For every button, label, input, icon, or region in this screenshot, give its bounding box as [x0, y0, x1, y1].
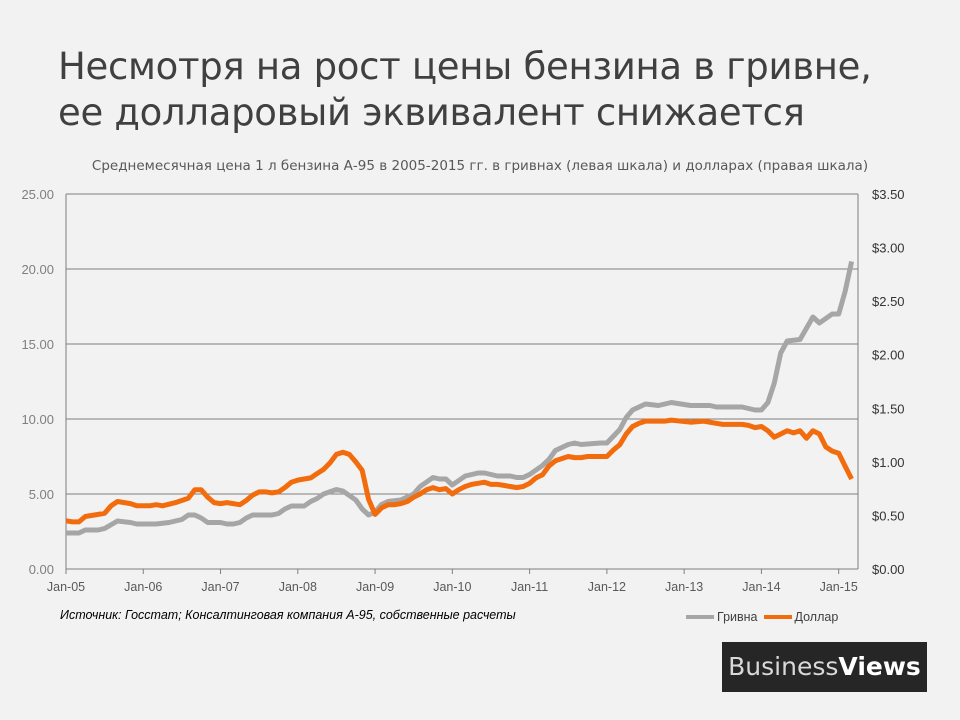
x-tick-label: Jan-08 — [279, 580, 317, 594]
chart-title-line2: ее долларовый эквивалент снижается — [58, 91, 805, 134]
x-tick-label: Jan-09 — [356, 580, 394, 594]
legend-item-dollar: Доллар — [763, 610, 839, 624]
brand-logo-part2: Views — [838, 652, 921, 681]
x-tick-label: Jan-05 — [47, 580, 85, 594]
x-tick-label: Jan-13 — [665, 580, 703, 594]
y-left-tick-label: 5.00 — [29, 487, 54, 502]
legend-item-hryvnia: Гривна — [686, 610, 758, 624]
chart-title: Несмотря на рост цены бензина в гривне, … — [58, 44, 938, 136]
series-line-hryvnia — [66, 260, 855, 536]
legend-label-hryvnia: Гривна — [717, 610, 758, 624]
x-tick-label: Jan-11 — [511, 580, 548, 594]
legend: Гривна Доллар — [686, 610, 844, 624]
brand-logo: BusinessViews — [722, 642, 927, 692]
x-tick-label: Jan-14 — [742, 580, 780, 594]
y-left-tick-label: 20.00 — [21, 262, 54, 277]
chart-subtitle: Среднемесячная цена 1 л бензина А-95 в 2… — [91, 158, 869, 174]
y-right-tick-label: $3.50 — [872, 187, 905, 202]
x-tick-label: Jan-07 — [201, 580, 239, 594]
y-right-tick-label: $0.50 — [872, 508, 905, 523]
x-tick-label: Jan-12 — [588, 580, 626, 594]
y-right-tick-label: $3.00 — [872, 241, 905, 256]
y-left-tick-label: 15.00 — [21, 337, 54, 352]
legend-swatch-dollar — [763, 615, 792, 619]
y-right-tick-label: $0.00 — [872, 562, 905, 577]
legend-label-dollar: Доллар — [794, 610, 839, 624]
y-right-tick-label: $1.00 — [872, 455, 905, 470]
y-left-tick-label: 0.00 — [29, 562, 54, 577]
y-right-tick-label: $2.00 — [872, 348, 905, 363]
y-left-tick-label: 10.00 — [21, 412, 54, 427]
series-line-dollar — [65, 417, 854, 525]
y-right-tick-label: $2.50 — [872, 294, 905, 309]
x-tick-label: Jan-06 — [124, 580, 162, 594]
x-tick-label: Jan-10 — [433, 580, 471, 594]
chart-title-line1: Несмотря на рост цены бензина в гривне, — [58, 45, 872, 88]
brand-logo-part1: Business — [728, 652, 839, 681]
y-right-tick-label: $1.50 — [872, 401, 905, 416]
legend-swatch-hryvnia — [686, 615, 714, 619]
source-note: Источник: Госстат; Консалтинговая компан… — [60, 608, 516, 622]
y-left-tick-label: 25.00 — [21, 187, 54, 202]
x-tick-label: Jan-15 — [820, 580, 858, 594]
